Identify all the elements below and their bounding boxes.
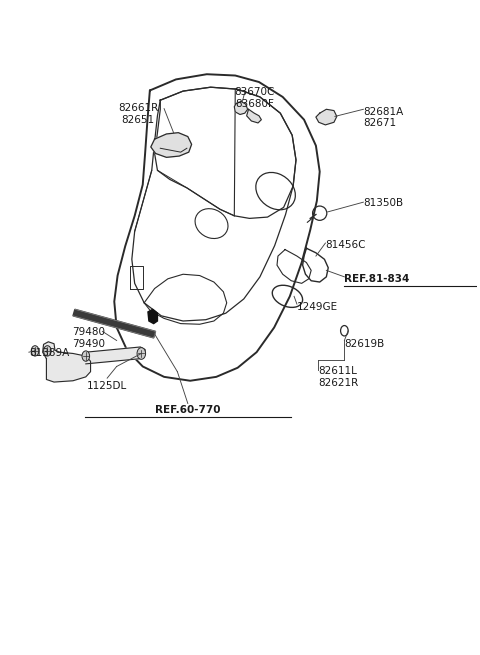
Circle shape xyxy=(44,346,51,356)
Circle shape xyxy=(82,351,90,362)
Text: 79480
79490: 79480 79490 xyxy=(72,328,105,349)
Polygon shape xyxy=(73,309,156,338)
Text: 81350B: 81350B xyxy=(363,198,404,208)
Text: 82661R
82651: 82661R 82651 xyxy=(118,103,158,125)
Text: 81456C: 81456C xyxy=(325,240,366,250)
Text: 1249GE: 1249GE xyxy=(297,301,338,312)
Polygon shape xyxy=(151,133,192,157)
Polygon shape xyxy=(148,309,157,324)
Polygon shape xyxy=(247,109,261,123)
Circle shape xyxy=(137,348,145,360)
Polygon shape xyxy=(234,102,248,115)
Polygon shape xyxy=(316,109,337,125)
Text: REF.60-770: REF.60-770 xyxy=(155,405,221,415)
Circle shape xyxy=(31,346,39,356)
Text: 81389A: 81389A xyxy=(29,348,69,358)
Text: REF.81-834: REF.81-834 xyxy=(344,274,410,284)
Polygon shape xyxy=(43,342,91,382)
Polygon shape xyxy=(86,347,145,364)
Text: 1125DL: 1125DL xyxy=(87,381,127,391)
Text: 82611L
82621R: 82611L 82621R xyxy=(318,366,359,388)
Text: 82681A
82671: 82681A 82671 xyxy=(363,107,404,128)
Text: 83670C
83680F: 83670C 83680F xyxy=(234,87,275,109)
Text: 82619B: 82619B xyxy=(344,339,384,348)
